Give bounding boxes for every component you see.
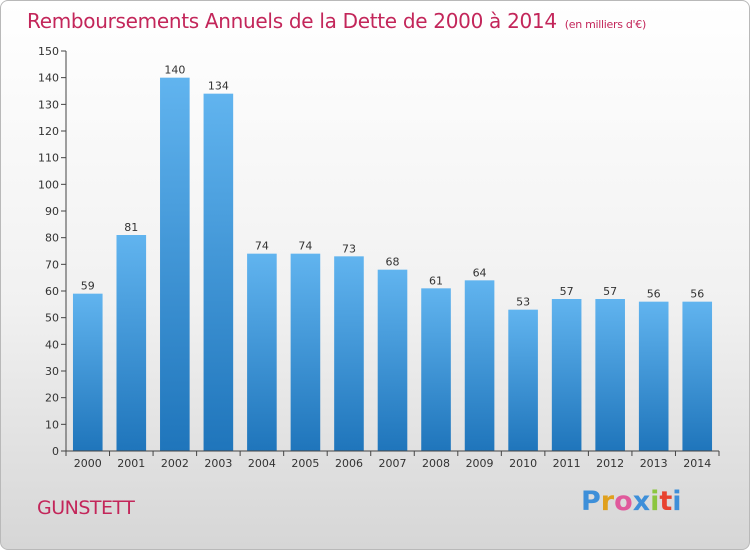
bar-2004: [247, 253, 277, 451]
y-tick-label: 120: [38, 125, 59, 138]
bar-value-label: 61: [429, 274, 443, 287]
y-tick-label: 70: [45, 258, 59, 271]
bar-value-label: 53: [516, 296, 530, 309]
logo-letter: i: [672, 486, 682, 517]
logo-letter: r: [600, 486, 615, 517]
logo-letter: t: [659, 486, 673, 517]
bar-value-label: 134: [208, 80, 229, 93]
bar-2012: [595, 299, 625, 451]
bar-value-label: 68: [386, 256, 400, 269]
y-tick-label: 10: [45, 418, 59, 431]
bar-2002: [160, 77, 190, 452]
y-tick-label: 150: [38, 45, 59, 58]
x-tick-label: 2004: [248, 457, 276, 470]
x-tick-label: 2003: [204, 457, 232, 470]
chart-unit: (en milliers d'€): [564, 18, 646, 31]
x-tick-label: 2014: [683, 457, 711, 470]
x-axis: 2000 2001 2002 2003 2004 2005 2006 2007 2008 2009…: [65, 450, 720, 470]
bar-2010: [508, 309, 538, 451]
bar-2011: [551, 299, 582, 451]
x-tick-label: 2006: [335, 457, 363, 470]
bar-value-label: 74: [255, 240, 269, 253]
bar-2014: [682, 301, 713, 451]
logo-letter: x: [632, 486, 651, 517]
x-tick-label: 2007: [379, 457, 407, 470]
bar-2008: [421, 288, 451, 451]
bar-2013: [638, 301, 669, 451]
bar-2009: [464, 280, 495, 451]
bar-2001: [116, 235, 147, 451]
y-tick-label: 140: [38, 72, 59, 85]
bar-value-label: 57: [603, 285, 617, 298]
x-tick-label: 2000: [74, 457, 102, 470]
bar-value-label: 59: [81, 280, 95, 293]
chart-title-text: Remboursements Annuels de la Dette de 20…: [27, 9, 557, 33]
y-tick-label: 20: [45, 392, 59, 405]
y-tick-label: 110: [38, 152, 59, 165]
bar-value-label: 57: [560, 285, 574, 298]
bar-2000: [72, 293, 103, 451]
x-tick-label: 2002: [161, 457, 189, 470]
x-tick-label: 2012: [596, 457, 624, 470]
x-tick-label: 2001: [117, 457, 145, 470]
x-tick-label: 2009: [466, 457, 494, 470]
bar-value-label: 140: [164, 64, 185, 77]
x-tick-label: 2011: [553, 457, 581, 470]
y-tick-label: 30: [45, 365, 59, 378]
bar-value-label: 56: [647, 288, 661, 301]
commune-name: GUNSTETT: [37, 497, 135, 519]
y-tick-label: 130: [38, 98, 59, 111]
chart-title: Remboursements Annuels de la Dette de 20…: [27, 9, 646, 33]
y-axis: 0 10 20 30 40 50 60 70 80 90 100 110 120 130 140 150: [38, 45, 67, 458]
bar-2005: [290, 253, 321, 451]
bar-value-label: 73: [342, 242, 356, 255]
x-tick-label: 2010: [509, 457, 537, 470]
y-tick-label: 0: [52, 445, 59, 458]
bar-value-label: 74: [298, 240, 312, 253]
logo-letter: i: [650, 486, 660, 517]
logo-letter: o: [614, 486, 633, 517]
y-tick-label: 40: [45, 338, 59, 351]
x-tick-label: 2013: [640, 457, 668, 470]
bars: 59 81 140 134 74 74 73 68 61 64 53 57 57 56 56: [72, 64, 713, 452]
y-tick-label: 60: [45, 285, 59, 298]
bar-value-label: 81: [124, 221, 138, 234]
bar-2007: [377, 269, 408, 451]
x-tick-label: 2008: [422, 457, 450, 470]
y-tick-label: 90: [45, 205, 59, 218]
logo-letter: P: [581, 486, 601, 517]
bar-2006: [334, 256, 364, 451]
bar-2003: [203, 93, 234, 452]
y-tick-label: 100: [38, 178, 59, 191]
x-tick-label: 2005: [291, 457, 319, 470]
bar-value-label: 56: [690, 288, 704, 301]
proxiti-logo: Proxiti: [581, 486, 682, 517]
y-tick-label: 80: [45, 232, 59, 245]
y-tick-label: 50: [45, 312, 59, 325]
bar-value-label: 64: [473, 266, 487, 279]
